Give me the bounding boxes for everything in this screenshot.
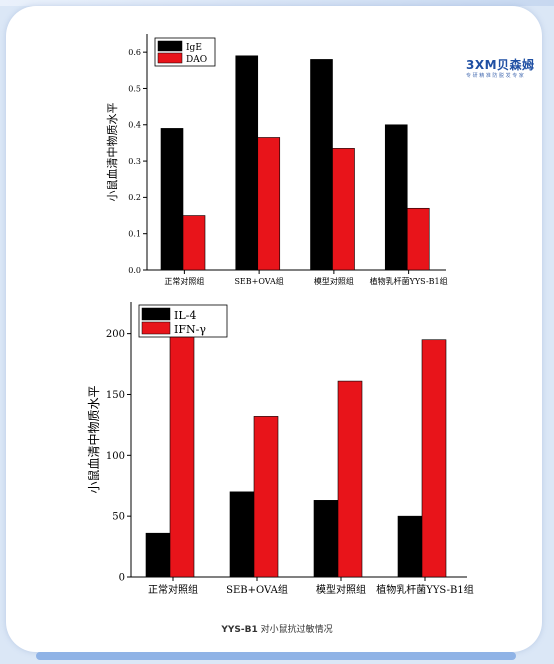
brand-logo: 3XM贝森姆 专研精准防脱发专家 [466, 56, 538, 84]
x-category-label: SEB+OVA组 [234, 276, 283, 286]
page-top-edge [0, 0, 554, 6]
page-bottom-edge [36, 652, 516, 660]
y-tick-label: 50 [112, 512, 125, 523]
x-category-label: 植物乳杆菌YYS-B1组 [376, 583, 474, 596]
bar-4-series-2 [406, 207, 430, 271]
y-tick-label: 150 [106, 390, 125, 401]
legend-label-1: IL-4 [174, 309, 196, 322]
y-tick-label: 0 [119, 573, 125, 584]
bar-3-series-1 [313, 500, 339, 578]
bar-3-series-2 [332, 148, 355, 271]
y-tick-label: 0.3 [128, 157, 141, 166]
bar-1-series-1 [145, 532, 171, 578]
x-category-label: SEB+OVA组 [226, 583, 288, 596]
legend-label-2: DAO [186, 55, 207, 65]
y-tick-label: 0.6 [128, 48, 141, 57]
y-tick-label: 0.5 [128, 84, 141, 93]
bar-2-series-2 [253, 416, 279, 578]
x-category-label: 模型对照组 [316, 583, 366, 596]
legend-swatch-1 [141, 307, 171, 321]
bar-1-series-1 [160, 128, 184, 271]
bar-3-series-2 [337, 380, 363, 578]
logo-name: 3XM贝森姆 [466, 58, 535, 72]
bar-2-series-1 [229, 491, 255, 578]
y-tick-label: 0.0 [128, 266, 141, 275]
x-category-label: 植物乳杆菌YYS-B1组 [370, 276, 448, 286]
legend-label-1: IgE [186, 43, 202, 53]
y-axis-label: 小鼠血清中物质水平 [86, 385, 101, 493]
caption-text: 对小鼠抗过敏情况 [257, 625, 333, 635]
figure-caption: YYS-B1 对小鼠抗过敏情况 [0, 622, 554, 635]
x-category-label: 模型对照组 [314, 276, 354, 286]
legend-label-2: IFN-γ [174, 323, 206, 336]
legend-swatch-1 [157, 40, 183, 52]
bar-1-series-2 [182, 215, 206, 271]
bar-1-series-2 [169, 328, 195, 578]
caption-prefix: YYS-B1 [221, 625, 258, 635]
y-tick-label: 0.2 [128, 193, 141, 202]
bar-4-series-1 [384, 124, 408, 271]
bar-4-series-1 [397, 515, 423, 578]
logo-tagline: 专研精准防脱发专家 [466, 73, 526, 79]
x-category-label: 正常对照组 [148, 583, 198, 596]
legend-swatch-2 [141, 321, 171, 335]
bar-4-series-2 [421, 339, 447, 578]
x-category-label: 正常对照组 [164, 276, 204, 286]
y-tick-label: 100 [106, 451, 125, 462]
y-tick-label: 0.4 [128, 121, 141, 130]
y-tick-label: 0.1 [128, 229, 141, 238]
bar-2-series-2 [257, 137, 281, 271]
y-tick-label: 200 [106, 329, 125, 340]
legend-swatch-2 [157, 52, 183, 64]
y-axis-label: 小鼠血清中物质水平 [105, 103, 119, 202]
